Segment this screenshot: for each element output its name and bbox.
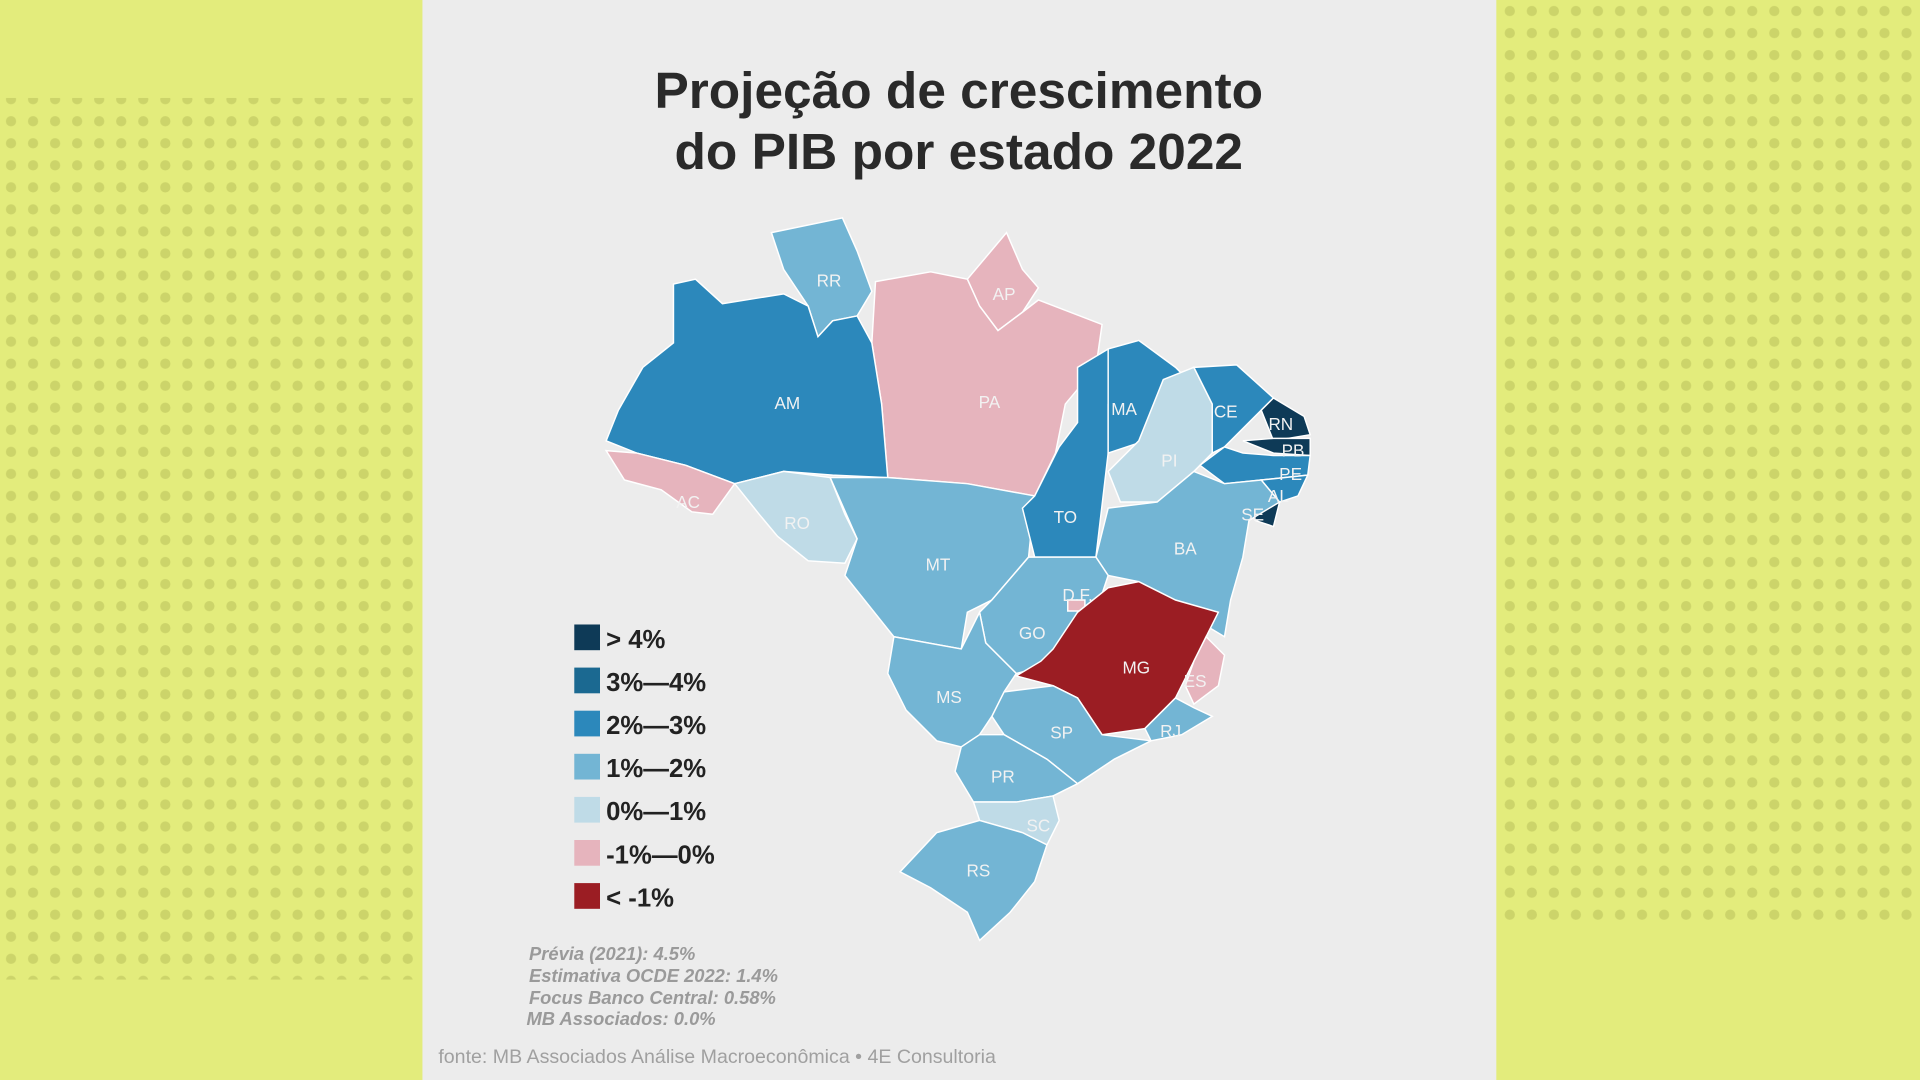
- state-label-rs: RS: [966, 861, 990, 881]
- state-label-df: D.F.: [1062, 585, 1092, 605]
- legend-swatch: [574, 796, 600, 823]
- state-label-se: SE: [1241, 504, 1264, 524]
- note-mb: MB Associados: 0.0%: [527, 1008, 716, 1029]
- dot-pattern-right: [1496, 0, 1920, 931]
- state-label-ba: BA: [1174, 539, 1197, 559]
- state-label-am: AM: [775, 393, 801, 413]
- state-ba: [1095, 470, 1281, 638]
- state-label-go: GO: [1019, 623, 1046, 643]
- legend-swatch: [574, 883, 600, 909]
- legend-swatch: [574, 710, 600, 737]
- state-label-ap: AP: [993, 284, 1016, 304]
- note-previa: Prévia (2021): 4.5%: [529, 943, 695, 964]
- state-label-pa: PA: [979, 392, 1001, 412]
- title-line-2: do PIB por estado 2022: [675, 122, 1243, 180]
- state-rn: [1260, 397, 1312, 442]
- state-label-to: TO: [1054, 507, 1077, 527]
- state-rs: [898, 819, 1048, 942]
- legend-label: > 4%: [606, 626, 665, 654]
- note-ocde: Estimativa OCDE 2022: 1.4%: [529, 965, 778, 986]
- state-ce: [1192, 364, 1275, 455]
- state-label-pi: PI: [1161, 451, 1177, 471]
- state-label-ma: MA: [1111, 399, 1137, 419]
- state-label-rn: RN: [1268, 414, 1293, 434]
- state-label-pr: PR: [991, 766, 1015, 786]
- state-label-ac: AC: [676, 492, 700, 512]
- legend-label: 3%—4%: [606, 669, 706, 697]
- legend-swatch: [574, 667, 600, 694]
- state-label-mt: MT: [926, 555, 951, 575]
- state-label-rr: RR: [817, 271, 842, 291]
- state-label-ms: MS: [936, 687, 962, 707]
- state-label-es: ES: [1184, 671, 1207, 691]
- legend-swatch: [574, 840, 600, 866]
- state-label-ro: RO: [784, 513, 810, 533]
- brazil-map: [604, 217, 1312, 942]
- state-label-mg: MG: [1123, 657, 1151, 677]
- note-focus: Focus Banco Central: 0.58%: [529, 987, 776, 1008]
- state-sp: [990, 684, 1154, 785]
- legend-label: -1%—0%: [606, 841, 715, 869]
- state-label-rj: RJ: [1160, 721, 1181, 741]
- legend-label: 2%—3%: [606, 712, 706, 740]
- state-es: [1184, 635, 1226, 706]
- legend-label: 0%—1%: [606, 798, 706, 826]
- state-label-al: AL: [1268, 486, 1289, 506]
- legend-label: < -1%: [606, 884, 674, 912]
- legend-label: 1%—2%: [606, 755, 706, 783]
- legend-swatch: [574, 624, 600, 651]
- state-pb: [1242, 437, 1311, 457]
- source-text: fonte: MB Associados Análise Macroeconôm…: [438, 1046, 996, 1068]
- dot-pattern-left: [0, 97, 423, 980]
- legend: > 4% 3%—4% 2%—3% 1%—2% 0%—1% -1%—0% < -1%: [574, 624, 715, 912]
- legend-swatch: [574, 753, 600, 780]
- state-label-pe: PE: [1279, 464, 1302, 484]
- notes: Prévia (2021): 4.5% Estimativa OCDE 2022…: [527, 943, 778, 1029]
- state-ac: [604, 449, 736, 516]
- state-ms: [886, 610, 1018, 748]
- state-label-ce: CE: [1214, 402, 1238, 422]
- state-pr: [954, 733, 1079, 803]
- title-line-1: Projeção de crescimento: [654, 61, 1263, 119]
- state-ro: [733, 470, 858, 565]
- state-label-pb: PB: [1282, 441, 1305, 461]
- state-label-sc: SC: [1026, 815, 1050, 835]
- state-mt: [829, 476, 1036, 650]
- state-label-sp: SP: [1050, 722, 1073, 742]
